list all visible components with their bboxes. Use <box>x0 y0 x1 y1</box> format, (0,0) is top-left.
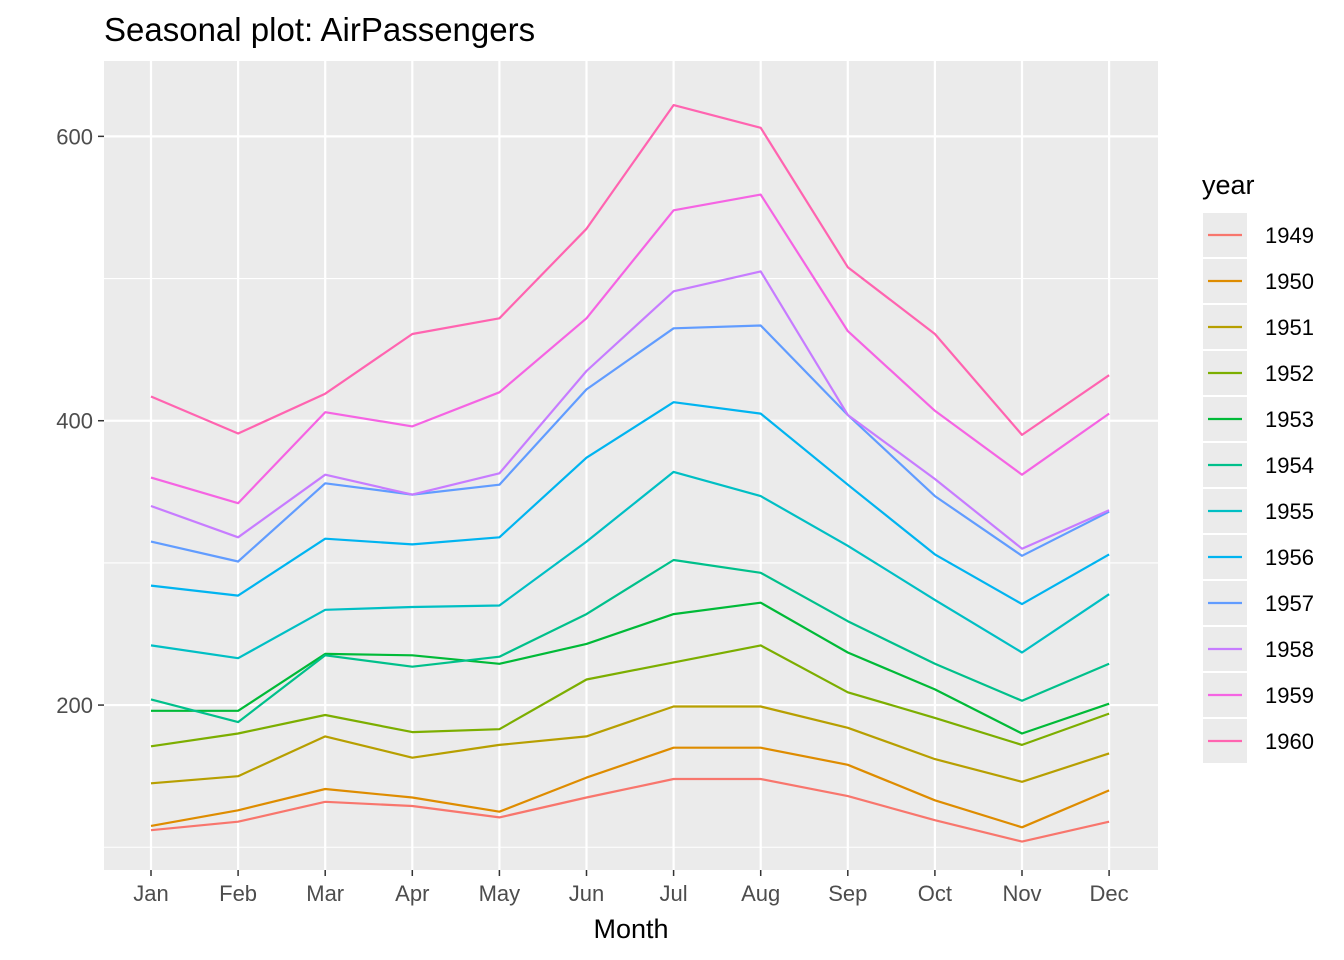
legend-label: 1956 <box>1265 545 1314 570</box>
plot-panel <box>104 61 1158 870</box>
x-tick-label: May <box>479 881 521 906</box>
legend-label: 1949 <box>1265 223 1314 248</box>
major-gridlines <box>104 61 1158 870</box>
series-line-1959 <box>150 193 1110 505</box>
legend-title: year <box>1202 170 1255 200</box>
x-tick-label: Mar <box>306 881 344 906</box>
legend-item-1949: 1949 <box>1203 213 1314 257</box>
legend-item-1959: 1959 <box>1203 673 1314 717</box>
legend-item-1960: 1960 <box>1203 719 1314 763</box>
legend-item-1952: 1952 <box>1203 351 1314 395</box>
series-line-1956 <box>150 401 1110 606</box>
legend-item-1950: 1950 <box>1203 259 1314 303</box>
legend-label: 1950 <box>1265 269 1314 294</box>
legend-item-1955: 1955 <box>1203 489 1314 533</box>
legend-label: 1951 <box>1265 315 1314 340</box>
x-tick-label: Nov <box>1002 881 1041 906</box>
legend-label: 1957 <box>1265 591 1314 616</box>
x-tick-label: Aug <box>741 881 780 906</box>
y-tick-label: 600 <box>56 124 93 149</box>
minor-gridlines <box>104 277 1158 848</box>
legend-label: 1952 <box>1265 361 1314 386</box>
legend-label: 1953 <box>1265 407 1314 432</box>
x-tick-label: Dec <box>1090 881 1129 906</box>
y-tick-label: 200 <box>56 693 93 718</box>
legend-item-1956: 1956 <box>1203 535 1314 579</box>
legend-item-1951: 1951 <box>1203 305 1314 349</box>
series-line-1958 <box>150 270 1110 550</box>
series-line-1960 <box>150 103 1110 436</box>
x-tick-label: Apr <box>395 881 429 906</box>
series-line-1950 <box>150 746 1110 829</box>
series-line-1951 <box>150 705 1110 785</box>
series-lines <box>150 103 1110 843</box>
legend-item-1957: 1957 <box>1203 581 1314 625</box>
legend-label: 1959 <box>1265 683 1314 708</box>
x-tick-label: Jan <box>133 881 168 906</box>
legend-item-1958: 1958 <box>1203 627 1314 671</box>
legend: year 1949 1950 1951 1952 1953 1954 1955 1956 195… <box>1202 170 1314 763</box>
legend-label: 1955 <box>1265 499 1314 524</box>
legend-item-1954: 1954 <box>1203 443 1314 487</box>
chart-title: Seasonal plot: AirPassengers <box>104 11 535 48</box>
x-tick-label: Feb <box>219 881 257 906</box>
y-tick-label: 400 <box>56 409 93 434</box>
series-line-1957 <box>150 324 1110 563</box>
x-axis: Jan Feb Mar Apr May Jun Jul Aug Sep Oct Nov Dec <box>133 870 1129 906</box>
legend-label: 1958 <box>1265 637 1314 662</box>
series-line-1952 <box>150 644 1110 748</box>
legend-item-1953: 1953 <box>1203 397 1314 441</box>
x-tick-label: Jun <box>569 881 604 906</box>
x-tick-label: Jul <box>660 881 688 906</box>
legend-label: 1954 <box>1265 453 1314 478</box>
series-line-1955 <box>150 470 1110 660</box>
legend-label: 1960 <box>1265 729 1314 754</box>
legend-items: 1949 1950 1951 1952 1953 1954 1955 1956 1957 1958… <box>1203 213 1314 763</box>
x-axis-title: Month <box>593 914 668 944</box>
series-line-1953 <box>151 601 1110 735</box>
y-axis: 200 400 600 <box>56 124 104 718</box>
series-line-1949 <box>150 777 1110 843</box>
series-line-1954 <box>150 558 1110 724</box>
x-tick-label: Sep <box>828 881 867 906</box>
x-tick-label: Oct <box>918 881 952 906</box>
